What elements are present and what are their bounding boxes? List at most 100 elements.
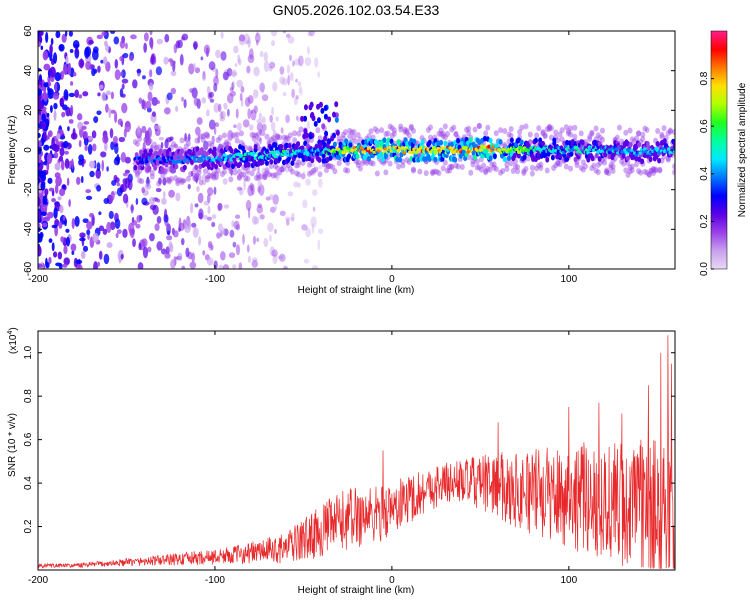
spectrogram-halo-cell [557, 131, 563, 138]
spectrogram-noise-cell [109, 128, 114, 139]
spectrogram-noise-cell [43, 82, 49, 88]
spectrogram-noise-cell [185, 247, 190, 258]
spectrogram-halo-cell [440, 130, 446, 137]
spectrogram-ridge-cell [296, 141, 301, 147]
spectrogram-noise-cell [255, 32, 261, 43]
spectrogram-noise-cell [83, 131, 88, 139]
spectrogram-noise-cell [302, 199, 308, 209]
spectrogram-noise-cell [116, 229, 122, 234]
spectrogram-noise-cell [200, 56, 204, 61]
colorbar-tick-label: 0.2 [699, 214, 710, 228]
spectrogram-noise-cell [100, 151, 107, 158]
spectrogram-noise-cell [246, 40, 251, 44]
spectrogram-noise-cell [120, 253, 124, 260]
spectrogram-halo-cell [540, 130, 546, 137]
spectrogram-noise-cell [191, 252, 196, 263]
spectrogram-noise-cell [100, 59, 104, 64]
spectrogram-noise-cell [162, 177, 167, 186]
spectrogram-noise-cell [64, 150, 69, 155]
spectrogram-halo-cell [506, 131, 512, 138]
spectrogram-halo-cell [355, 159, 361, 166]
spectrogram-noise-cell [289, 54, 292, 62]
spectrogram-noise-cell [310, 216, 317, 228]
spectrogram-halo-cell [355, 162, 361, 169]
spectrogram-noise-cell [286, 218, 290, 226]
spectrogram-noise-cell [253, 66, 260, 77]
spectrogram-noise-cell [287, 74, 290, 86]
spectrogram-noise-cell [64, 158, 70, 169]
spectrogram-noise-cell [141, 187, 146, 194]
spectrogram-noise-cell [38, 210, 41, 221]
spectrogram-halo-cell [134, 169, 140, 176]
spectrogram-noise-cell [206, 194, 211, 204]
spectrogram-halo-cell [207, 172, 213, 179]
spectrogram-halo-cell [194, 137, 200, 144]
spectrogram-halo-cell [578, 164, 584, 171]
colorbar-label: Normalized spectral amplitude [737, 82, 748, 217]
spectrogram-noise-cell [156, 198, 161, 203]
spectrogram-halo-cell [374, 170, 380, 177]
spectrogram-noise-cell [235, 224, 241, 231]
spectrogram-noise-cell [257, 166, 260, 174]
spectrogram-halo-cell [134, 140, 140, 147]
spectrogram-noise-cell [38, 232, 41, 244]
spectrogram-halo-cell [442, 159, 448, 166]
spectrogram-ridge-cell [657, 157, 662, 164]
spectrogram-noise-cell [55, 175, 62, 187]
spectrogram-noise-cell [275, 116, 279, 122]
spectrogram-noise-cell [178, 217, 182, 229]
spectrogram-noise-cell [272, 129, 277, 137]
spectrogram-halo-cell [534, 132, 540, 139]
spectrogram-noise-cell [230, 169, 233, 176]
spectrogram-ridge-cell [348, 142, 353, 148]
spectrogram-noise-cell [295, 78, 298, 83]
spectrogram-noise-cell [83, 121, 90, 125]
spectrogram-noise-cell [147, 127, 152, 139]
spectrogram-halo-cell [262, 174, 268, 181]
spectrogram-ridge-cell [531, 156, 536, 162]
spectrogram-ridge-cell [456, 137, 461, 144]
spectrogram-halo-cell [196, 169, 202, 176]
spectrogram-ridge-cell [569, 151, 574, 157]
spectrogram-noise-cell [130, 34, 137, 40]
spectrogram-noise-cell [149, 31, 153, 36]
spectrogram-ridge-cell [590, 155, 595, 162]
spectrogram-noise-cell [60, 236, 65, 243]
spectrogram-halo-cell [430, 169, 436, 176]
spectrogram-halo-cell [508, 126, 514, 133]
spectrogram-ridge-cell [321, 152, 326, 159]
spectrogram-burst-cell [323, 105, 328, 112]
spectrogram-ridge-cell [473, 154, 478, 161]
spectrogram-noise-cell [157, 100, 160, 105]
spectrogram-halo-cell [540, 129, 546, 136]
spectrogram-halo-cell [459, 164, 465, 171]
spectrogram-noise-cell [148, 82, 154, 91]
spectrogram-halo-cell [198, 133, 204, 140]
spectrogram-halo-cell [546, 124, 552, 131]
spectrogram-noise-cell [222, 264, 230, 269]
spectrogram-halo-cell [519, 124, 525, 131]
spectrogram-halo-cell [207, 140, 213, 147]
spectrogram-halo-cell [164, 176, 170, 183]
spectrogram-burst-cell [308, 104, 313, 111]
spectrogram-noise-cell [232, 131, 238, 139]
spectrogram-noise-cell [131, 220, 138, 226]
spectrogram-noise-cell [71, 250, 75, 256]
spectrogram-noise-cell [101, 159, 105, 172]
spectrogram-noise-cell [86, 229, 91, 236]
spectrogram-halo-cell [572, 124, 578, 131]
spectrogram-noise-cell [196, 117, 203, 125]
spectrogram-halo-cell [640, 131, 646, 138]
spectrogram-halo-cell [232, 169, 238, 176]
spectrogram-halo-cell [491, 164, 497, 171]
spectrogram-noise-cell [105, 90, 111, 96]
spectrogram-noise-cell [173, 143, 179, 149]
spectrogram-ridge-cell [138, 149, 143, 156]
spectrogram-noise-cell [304, 57, 312, 67]
spectrogram-halo-cell [485, 124, 491, 131]
spectrogram-halo-cell [430, 169, 436, 176]
spectrogram-noise-cell [38, 177, 41, 183]
spectrogram-halo-cell [627, 127, 633, 134]
spectrogram-halo-cell [251, 132, 257, 139]
spectrogram-halo-cell [298, 126, 304, 133]
